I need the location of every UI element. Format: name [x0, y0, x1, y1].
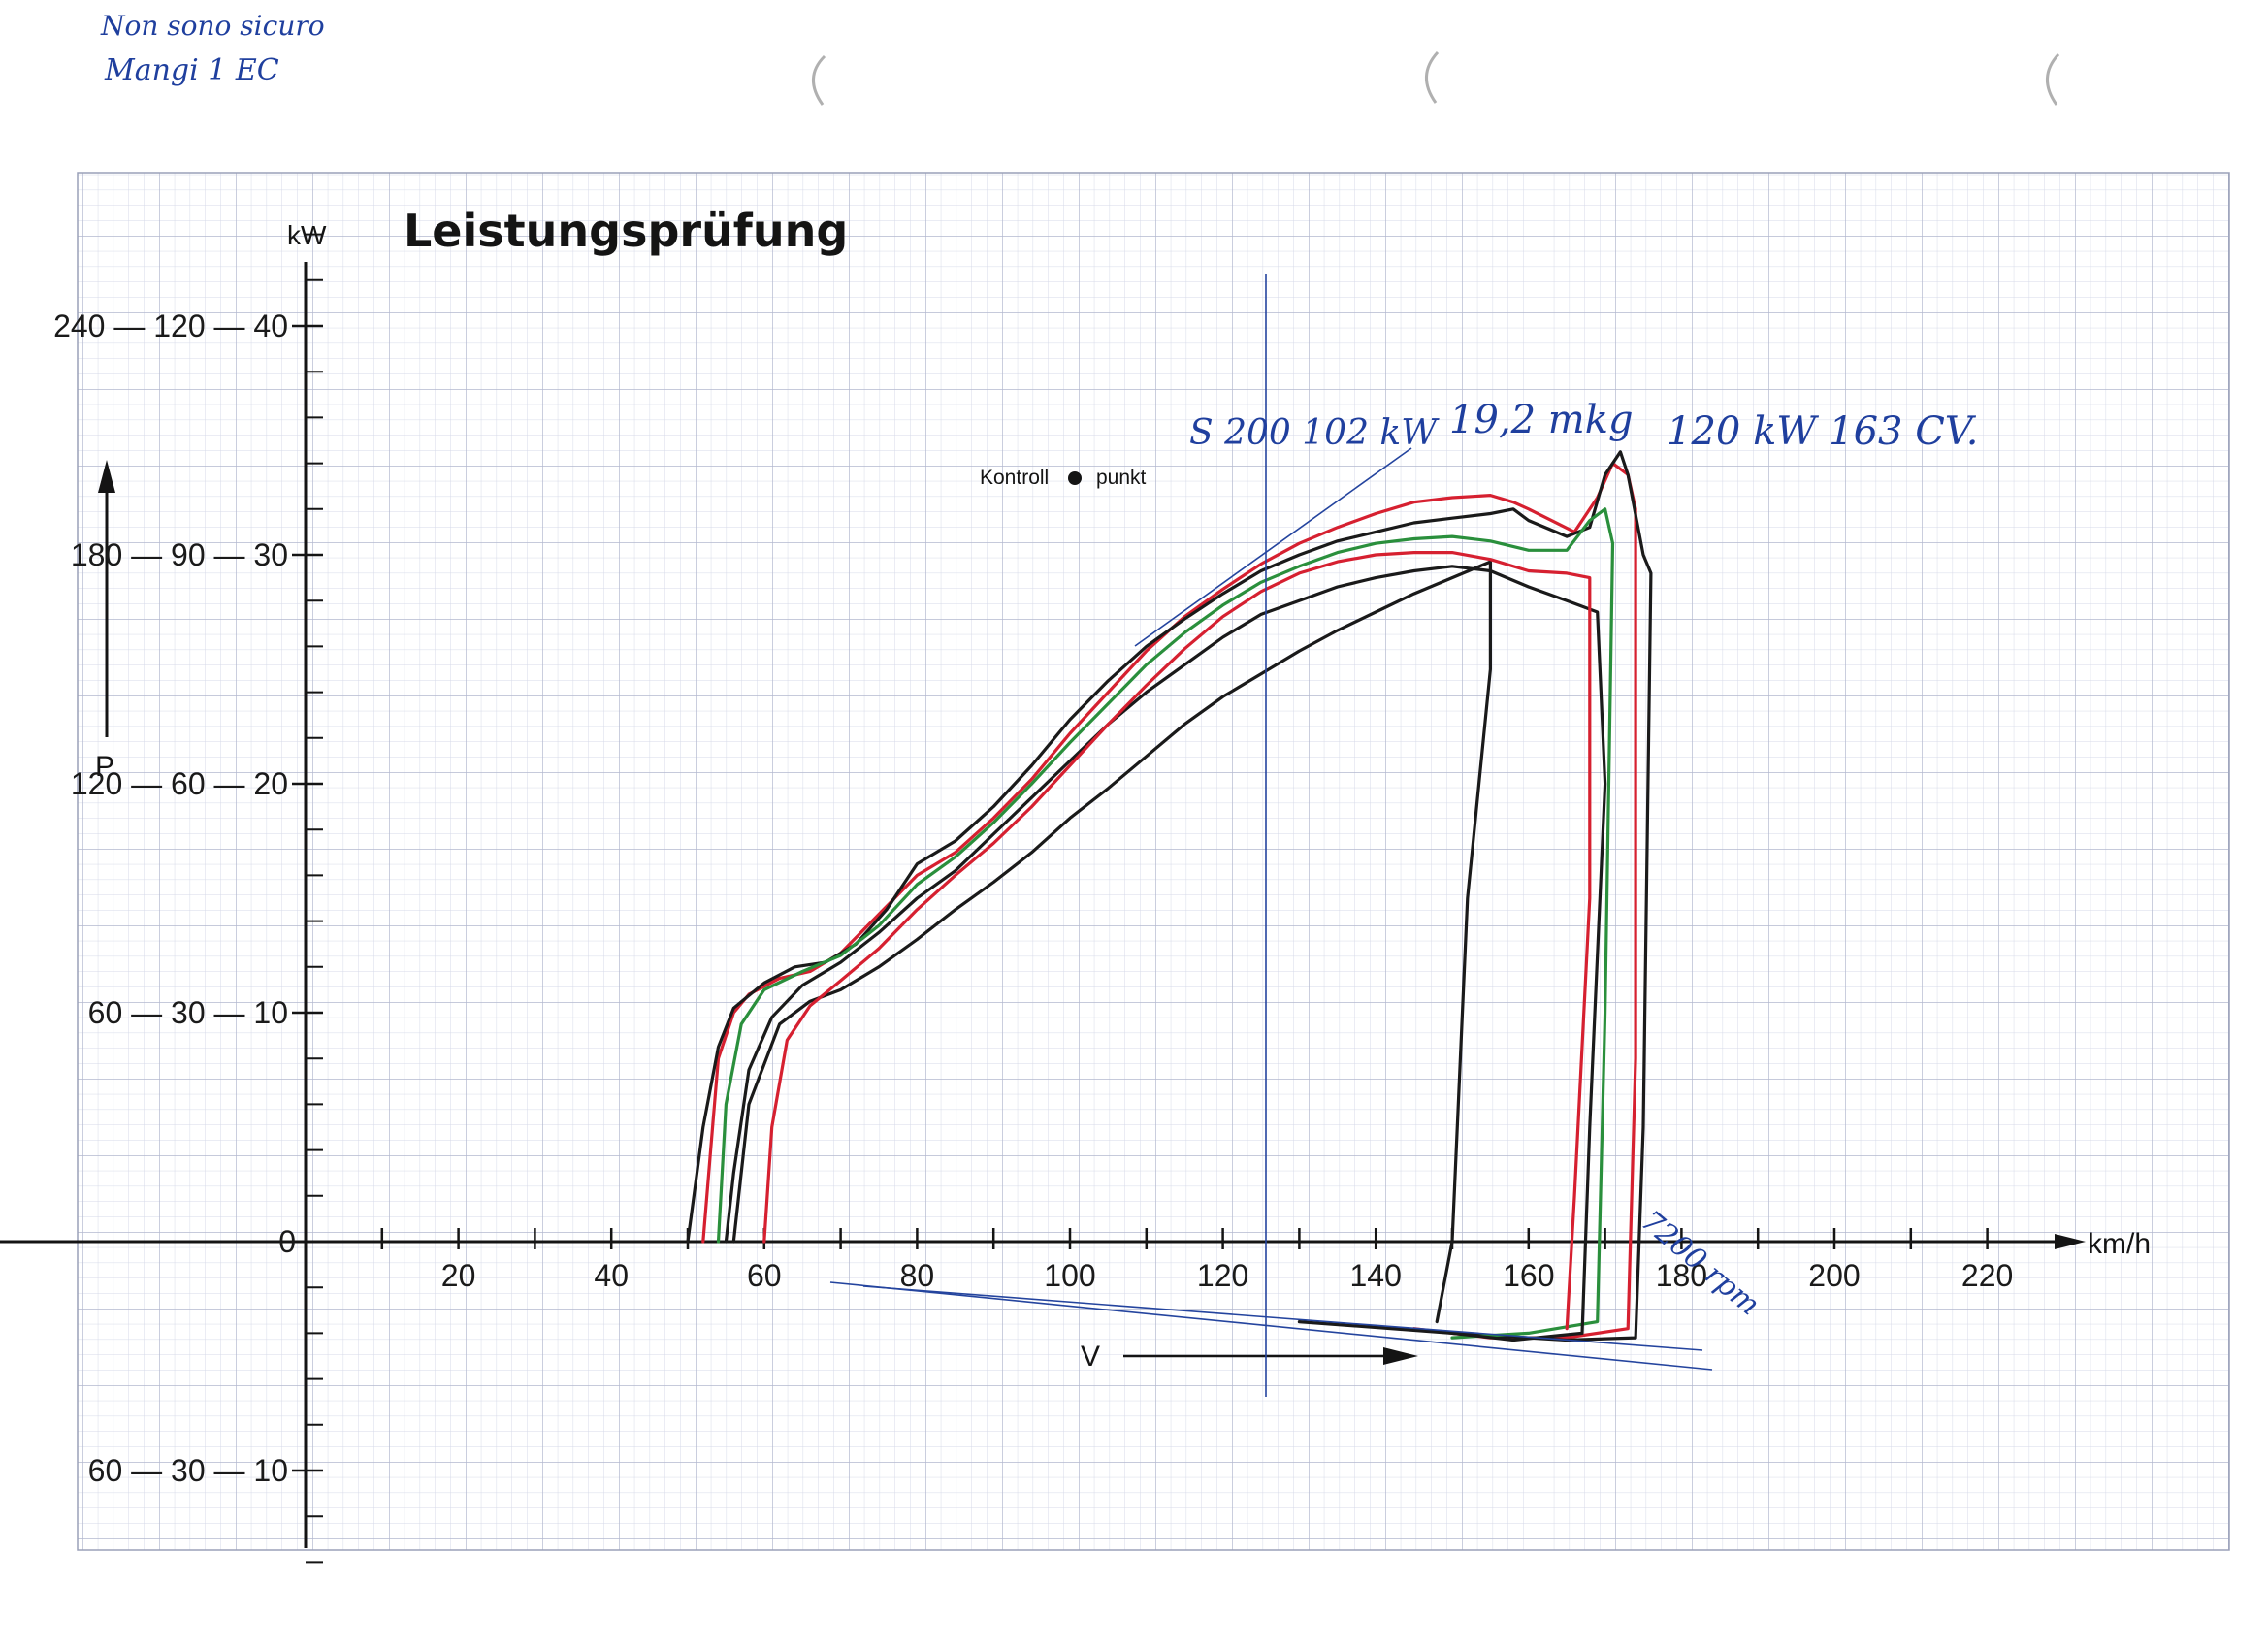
- annotation-torque: 19,2 mkg: [1449, 398, 1634, 442]
- x-tick-label: 100: [1044, 1258, 1095, 1293]
- control-point-label-left: Kontroll: [980, 467, 1049, 489]
- series-layer: [686, 450, 1653, 1342]
- series-line-1: [701, 462, 1637, 1340]
- series-line-6: [762, 551, 1592, 1331]
- series-line-5: [731, 560, 1492, 1324]
- x-tick-label: 160: [1503, 1258, 1554, 1293]
- punch-hole-left: [812, 54, 826, 106]
- y-tick-label: 240 — 120 — 40: [53, 308, 288, 343]
- annotation-base-line-2: [862, 1285, 1703, 1351]
- x-tick-label: 40: [594, 1258, 629, 1293]
- x-tick-label: 180: [1656, 1258, 1707, 1293]
- x-tick-label: 80: [900, 1258, 935, 1293]
- annotation-right-peak: 120 kW 163 CV.: [1667, 409, 1978, 454]
- control-point-label-right: punkt: [1096, 467, 1147, 489]
- chart-title: Leistungsprüfung: [404, 205, 848, 257]
- control-point-dot: [1068, 471, 1082, 485]
- x-tick-label: 120: [1197, 1258, 1248, 1293]
- y-tick-label: 120 — 60 — 20: [71, 766, 288, 801]
- y-tick-label: 60 — 30 — 10: [88, 1453, 288, 1488]
- x-tick-label: 140: [1350, 1258, 1402, 1293]
- x-tick-label: 200: [1808, 1258, 1860, 1293]
- p-arrow-label: P: [95, 751, 114, 783]
- y-tick-label: 60 — 30 — 10: [88, 995, 288, 1030]
- p-arrow-head: [98, 460, 115, 493]
- y-tick-label: 0: [278, 1224, 296, 1259]
- annotation-base-line-1: [829, 1281, 1713, 1371]
- annotation-tangent-line: [1134, 447, 1412, 647]
- punch-hole-middle: [1425, 50, 1440, 104]
- v-arrow-head: [1383, 1347, 1418, 1365]
- x-axis-arrowhead: [2055, 1234, 2086, 1249]
- header-note-line2: Mangi 1 EC: [104, 53, 279, 87]
- series-line-4: [724, 565, 1607, 1342]
- x-tick-label: 220: [1961, 1258, 2013, 1293]
- header-note-line1: Non sono sicuro: [100, 10, 325, 42]
- y-tick-label: 180 — 90 — 30: [71, 537, 288, 572]
- x-tick-label: 20: [441, 1258, 476, 1293]
- punch-hole-right: [2046, 52, 2060, 106]
- series-line-3: [716, 507, 1615, 1340]
- annotation-left-peak: S 200 102 kW: [1189, 413, 1440, 453]
- x-tick-label: 60: [747, 1258, 782, 1293]
- v-arrow-label: V: [1081, 1341, 1100, 1373]
- x-axis-unit: km/h: [2088, 1228, 2151, 1260]
- axes: 240 — 120 — 40 180 — 90 — 30 120 — 60 — 20…: [0, 233, 2086, 1564]
